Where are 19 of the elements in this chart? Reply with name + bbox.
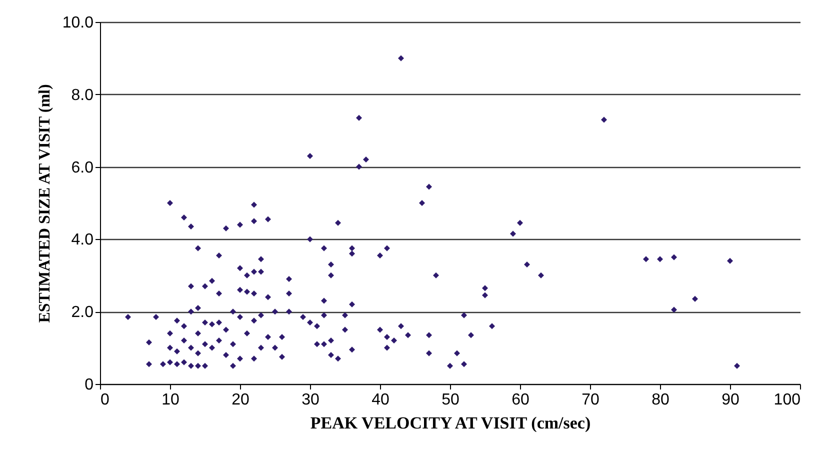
y-tick-label: 2.0 [71,304,94,322]
x-tick-label: 50 [442,392,460,408]
x-tick-label: 80 [652,392,670,408]
y-axis-title: ESTIMATED SIZE AT VISIT (ml) [36,84,54,323]
x-tick-label: 60 [512,392,530,408]
y-tick-label: 0 [84,376,94,394]
x-tick-label: 30 [302,392,320,408]
x-tick-label: 10 [162,392,180,408]
x-tick-label: 40 [372,392,390,408]
y-tick-label: 6.0 [71,159,94,176]
x-axis-title: PEAK VELOCITY AT VISIT (cm/sec) [310,414,591,432]
x-tick-label: 0 [100,392,110,408]
x-tick-label: 20 [232,392,250,408]
x-tick-label: 70 [582,392,600,408]
y-tick-label: 4.0 [71,232,94,249]
y-tick-label: 8.0 [71,86,94,104]
x-tick-label: 90 [722,392,740,408]
x-tick-label: 100 [774,392,801,408]
y-tick-label: 10.0 [62,14,94,32]
